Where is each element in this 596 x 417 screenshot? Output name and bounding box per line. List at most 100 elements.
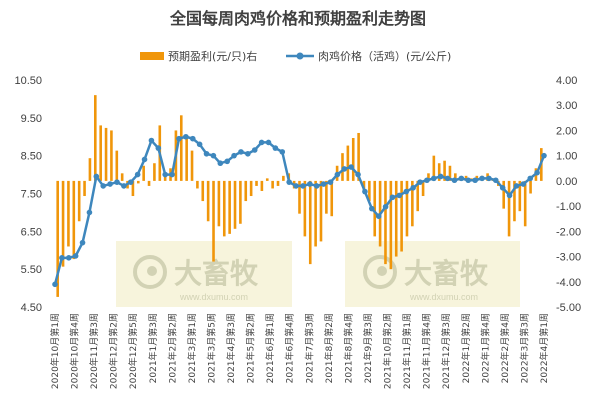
bar-18 [153,163,156,181]
bar-9 [104,127,108,181]
x-axis-ticks: 2020年10月第1周 2020年10月第4周 2020年11月第3周 2020年12… [49,313,550,389]
bar-59 [373,180,377,237]
price-point-58 [451,177,458,184]
bar-16 [142,165,145,181]
price-point-63 [486,175,492,182]
price-point-46 [369,205,375,212]
price-point-28 [245,150,251,157]
price-point-12 [134,171,141,178]
bar-84 [507,180,511,237]
price-point-6 [93,173,100,180]
price-point-13 [141,156,148,163]
bar-47 [308,180,312,265]
price-point-27 [238,149,244,155]
bar-26 [196,180,199,189]
price-point-42 [341,166,348,172]
y-right-tick-1: 3.00 [556,100,577,112]
y-left-tick-1: 9.50 [21,113,42,125]
bar-70 [432,155,436,181]
bar-61 [384,180,387,265]
price-point-67 [513,183,520,189]
price-point-5 [86,209,93,216]
bar-46 [303,180,307,237]
price-point-33 [279,149,286,155]
bar-14 [131,180,135,197]
price-point-3 [72,253,79,259]
y-right-tick-3: 1.00 [556,151,577,163]
watermark-url-2: www.dxumu.com [409,292,478,302]
bar-5 [83,180,86,197]
bar-55 [351,138,355,181]
price-point-39 [320,181,327,187]
x-tick-22: 2022年1月第4周 [479,313,491,383]
price-point-68 [520,181,527,187]
bar-2 [67,180,70,247]
watermark-url-1: www.dxumu.com [179,292,248,302]
legend-line-marker [296,52,304,60]
bar-36 [249,180,253,197]
bar-66 [411,180,414,227]
bar-38 [260,180,264,191]
bar-67 [416,180,420,212]
bar-0 [56,180,59,297]
bar-83 [502,180,505,209]
bar-10 [110,130,113,181]
price-point-66 [506,192,513,199]
bar-7 [94,95,97,181]
x-tick-11: 2021年6月第1周 [264,313,276,383]
price-point-50 [396,192,403,199]
x-tick-4: 2020年12月第5周 [127,313,139,389]
bar-87 [523,180,527,227]
bar-50 [325,180,328,214]
price-point-54 [424,177,430,184]
y-left-tick-5: 5.50 [21,264,42,276]
bar-62 [389,180,393,270]
price-point-64 [492,177,499,184]
price-point-1 [59,255,65,261]
price-point-26 [231,152,237,159]
price-point-47 [375,213,382,219]
x-tick-14: 2021年8月第2周 [323,313,335,383]
price-point-0 [52,281,58,288]
x-tick-17: 2021年10月第2周 [382,313,394,389]
price-point-65 [499,185,506,191]
bar-24 [185,138,188,181]
bar-86 [518,180,522,212]
price-point-45 [362,188,368,195]
price-point-16 [162,171,168,178]
price-point-35 [293,183,299,189]
left-axis-ticks: 10.50 9.50 8.50 7.50 6.50 5.50 4.50 [14,75,42,314]
bar-15 [136,180,140,184]
x-tick-21: 2022年1月第2周 [460,313,472,383]
price-point-55 [431,175,437,182]
bar-88 [529,180,532,194]
bar-56 [357,132,360,181]
bar-25 [190,150,194,181]
price-point-25 [224,158,230,165]
watermark-text-1: 大畜牧 [174,257,259,290]
bar-63 [394,180,398,257]
x-tick-20: 2021年12月第3周 [440,313,452,389]
watermark: 大畜牧 www.dxumu.com 大畜牧 www.dxumu.com [116,241,520,307]
x-tick-15: 2021年8月第4周 [342,313,354,383]
bar-85 [513,180,516,222]
y-right-tick-2: 2.00 [556,125,577,137]
bar-27 [201,180,205,202]
price-point-59 [458,175,465,182]
bar-49 [319,180,323,242]
bar-51 [330,180,334,217]
x-tick-23: 2022年2月第4周 [499,313,511,383]
x-tick-8: 2021年3月第5周 [205,313,217,383]
bar-39 [265,178,269,181]
price-point-69 [527,175,534,182]
price-point-38 [313,183,320,189]
price-point-2 [65,255,72,261]
bar-41 [276,180,280,186]
chart-title: 全国每周肉鸡价格和预期盈利走势图 [169,9,426,28]
bar-65 [405,180,409,237]
bar-73 [448,165,452,181]
price-point-20 [189,135,196,142]
price-point-11 [127,179,134,185]
bar-1 [61,180,65,267]
